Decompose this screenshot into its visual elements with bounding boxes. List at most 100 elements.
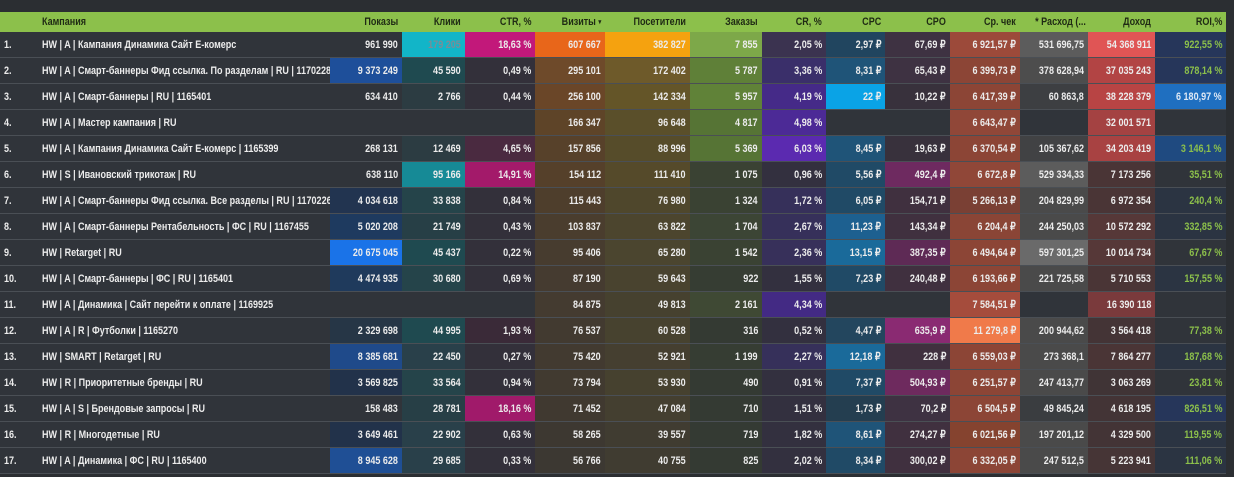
- cell-text: 53 930: [658, 376, 686, 389]
- metric-cell: [1020, 109, 1088, 136]
- table-row: 16. HW | R | Многодетные | RU 3 649 461 22 …: [0, 421, 1226, 448]
- cell-text: 0,69 %: [502, 272, 531, 285]
- metric-cell: 10,22 ₽: [885, 83, 950, 110]
- header-cell: CTR, %: [465, 12, 535, 32]
- metric-cell: 7,23 ₽: [826, 265, 885, 292]
- cell-text: HW | A | Смарт-баннеры Рентабельность | …: [42, 220, 309, 233]
- metric-cell: 38 228 379: [1088, 83, 1155, 110]
- cell-text: 1.: [4, 38, 12, 51]
- metric-cell: 23,81 %: [1155, 369, 1226, 396]
- table-row: 10. HW | A | Смарт-баннеры | ФС | RU | 11…: [0, 265, 1226, 292]
- header-cell: CPO: [885, 12, 950, 32]
- cell-text: 273 368,1: [1043, 350, 1084, 363]
- header-cell: CR, %: [762, 12, 826, 32]
- cell-text: 16 390 118: [1106, 298, 1151, 311]
- cell-text: 9.: [4, 246, 12, 259]
- header-text: Клики: [434, 16, 461, 28]
- metric-cell: 0,52 %: [762, 317, 826, 344]
- cell-text: 4,19 %: [793, 90, 822, 103]
- metric-cell: 0,33 %: [465, 447, 535, 474]
- table-row: 4. HW | A | Мастер кампания | RU 166 347 96…: [0, 109, 1226, 136]
- cell-text: 6.: [4, 168, 12, 181]
- metric-cell: [826, 291, 885, 318]
- cell-text: 490: [742, 376, 758, 389]
- metric-cell: 10 572 292: [1088, 213, 1155, 240]
- header-text: CTR, %: [499, 16, 531, 28]
- campaign-cell: HW | A | Динамика | Сайт перейти к оплат…: [38, 291, 330, 318]
- metric-cell: 18,16 %: [465, 395, 535, 422]
- cell-text: 8.: [4, 220, 12, 233]
- campaign-cell: HW | A | Смарт-баннеры | ФС | RU | 11654…: [38, 265, 330, 292]
- metric-cell: 154 112: [535, 161, 605, 188]
- cell-text: 0,33 %: [502, 454, 531, 467]
- cell-text: 634 410: [365, 90, 398, 103]
- metric-cell: 3 063 269: [1088, 369, 1155, 396]
- metric-cell: 22 902: [402, 421, 465, 448]
- metric-cell: 5 369: [690, 135, 762, 162]
- cell-text: 6 559,03 ₽: [972, 351, 1016, 363]
- campaign-cell: HW | A | Смарт-баннеры | RU | 1165401: [38, 83, 330, 110]
- metric-cell: [885, 109, 950, 136]
- metric-cell: 53 930: [605, 369, 690, 396]
- cell-text: 105 367,62: [1038, 142, 1084, 155]
- cell-text: 111 410: [654, 168, 686, 181]
- metric-cell: 2,36 %: [762, 239, 826, 266]
- cell-text: 75 420: [573, 350, 601, 363]
- cell-text: 39 557: [658, 428, 686, 441]
- cell-text: 4 034 618: [357, 194, 398, 207]
- row-number: 2.: [0, 57, 38, 84]
- metric-cell: 54 368 911: [1088, 32, 1155, 58]
- metric-cell: 56 766: [535, 447, 605, 474]
- metric-cell: 7 855: [690, 32, 762, 58]
- cell-text: 1,55 %: [793, 272, 822, 285]
- metric-cell: 71 452: [535, 395, 605, 422]
- metric-cell: 0,22 %: [465, 239, 535, 266]
- metric-cell: 6 559,03 ₽: [950, 343, 1020, 370]
- cell-text: 63 822: [658, 220, 686, 233]
- campaign-cell: HW | R | Приоритетные бренды | RU: [38, 369, 330, 396]
- cell-text: 0,44 %: [502, 90, 531, 103]
- metric-cell: 47 084: [605, 395, 690, 422]
- metric-cell: 5 710 553: [1088, 265, 1155, 292]
- metric-cell: 492,4 ₽: [885, 161, 950, 188]
- metric-cell: 111,06 %: [1155, 447, 1226, 474]
- campaign-cell: HW | A | Динамика | ФС | RU | 1165400: [38, 447, 330, 474]
- metric-cell: 157,55 %: [1155, 265, 1226, 292]
- cell-text: 67,69 ₽: [915, 39, 946, 51]
- metric-cell: 0,94 %: [465, 369, 535, 396]
- campaign-cell: HW | A | S | Брендовые запросы | RU: [38, 395, 330, 422]
- metric-cell: 30 680: [402, 265, 465, 292]
- metric-cell: 45 590: [402, 57, 465, 84]
- table-row: 2. HW | A | Смарт-баннеры Фид ссылка. По …: [0, 57, 1226, 84]
- cell-text: 6 021,56 ₽: [972, 429, 1016, 441]
- metric-cell: 0,49 %: [465, 57, 535, 84]
- metric-cell: [1155, 109, 1226, 136]
- row-number: 6.: [0, 161, 38, 188]
- cell-text: 1,73 ₽: [855, 403, 881, 415]
- cell-text: 18,63 %: [497, 38, 531, 51]
- header-text: Показы: [364, 16, 398, 28]
- metric-cell: 4 034 618: [330, 187, 402, 214]
- metric-cell: 60 528: [605, 317, 690, 344]
- metric-cell: 67,69 ₽: [885, 32, 950, 58]
- metric-cell: 4,47 ₽: [826, 317, 885, 344]
- metric-cell: 6 417,39 ₽: [950, 83, 1020, 110]
- metric-cell: [826, 109, 885, 136]
- cell-text: 6 504,5 ₽: [977, 403, 1016, 415]
- cell-text: 878,14 %: [1183, 64, 1222, 77]
- metric-cell: 0,43 %: [465, 213, 535, 240]
- metric-cell: 7 864 277: [1088, 343, 1155, 370]
- cell-text: 29 685: [433, 454, 461, 467]
- metric-cell: 8,31 ₽: [826, 57, 885, 84]
- cell-text: 0,49 %: [502, 64, 531, 77]
- cell-text: 4,98 %: [793, 116, 822, 129]
- metric-cell: [465, 291, 535, 318]
- metric-cell: 256 100: [535, 83, 605, 110]
- cell-text: 5 957: [735, 90, 758, 103]
- cell-text: 28 781: [433, 402, 461, 415]
- cell-text: 922,55 %: [1183, 38, 1222, 51]
- cell-text: 382 827: [653, 38, 686, 51]
- cell-text: 0,84 %: [502, 194, 531, 207]
- cell-text: 76 980: [658, 194, 686, 207]
- cell-text: 47 084: [658, 402, 686, 415]
